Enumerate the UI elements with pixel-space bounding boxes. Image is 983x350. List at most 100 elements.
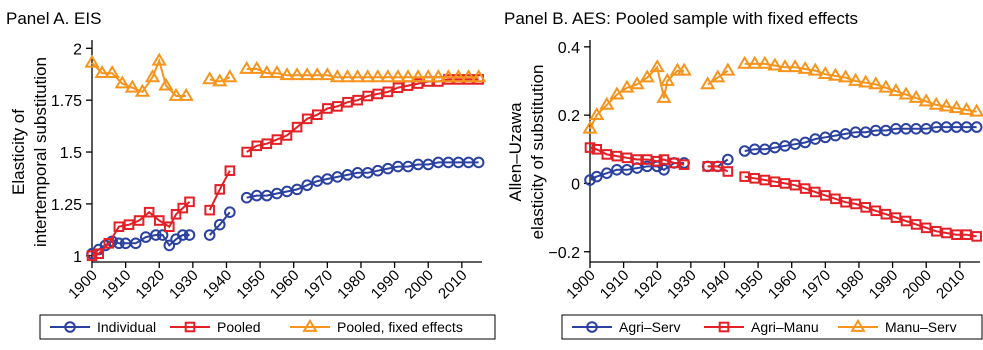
x-tick-label: 2010	[435, 267, 471, 303]
data-point	[86, 250, 98, 262]
x-tick-label: 1970	[301, 267, 337, 303]
data-point	[339, 69, 356, 83]
data-point	[830, 193, 841, 205]
data-point	[94, 65, 110, 79]
x-tick-label: 1920	[630, 267, 666, 303]
data-point	[712, 161, 724, 172]
data-point	[820, 190, 831, 201]
panel-a-legend: Individual Pooled Pooled, fixed effects	[39, 314, 496, 340]
panel-b-legend: Agri–Serv Agri–Manu Manu–Serv	[561, 314, 983, 340]
data-point	[329, 69, 346, 83]
data-point	[807, 62, 823, 76]
data-point	[420, 69, 436, 83]
data-point	[143, 206, 155, 218]
data-point	[739, 171, 750, 182]
data-point	[651, 155, 663, 167]
data-point	[472, 156, 485, 169]
data-point	[251, 140, 263, 152]
data-point	[868, 76, 884, 90]
data-point	[291, 183, 303, 196]
data-point	[951, 229, 962, 240]
y-tick-label: 0.2	[558, 108, 580, 125]
data-point	[930, 225, 942, 237]
legend-swatch-marker	[64, 321, 76, 333]
data-point	[271, 134, 283, 145]
data-point	[941, 227, 952, 239]
x-tick-label: 1910	[597, 267, 633, 303]
data-point	[898, 86, 914, 100]
x-tick-label: 1960	[267, 267, 303, 303]
data-point	[619, 79, 635, 93]
x-tick-label: 1900	[563, 267, 599, 303]
data-point	[757, 55, 773, 69]
data-point	[656, 89, 672, 103]
series-pooled	[86, 74, 484, 262]
data-point	[722, 166, 734, 177]
data-point	[961, 229, 972, 240]
x-tick-label: 1960	[765, 267, 801, 303]
data-point	[158, 77, 174, 91]
panel-a: Panel A. EIS Elasticity of intertemporal…	[6, 9, 496, 340]
data-point	[259, 65, 275, 79]
x-tick-label: 1990	[368, 267, 404, 303]
legend-label: Agri–Serv	[619, 319, 680, 335]
y-tick-label: 1	[73, 249, 82, 266]
data-point	[611, 150, 623, 162]
data-point	[700, 76, 716, 90]
data-point	[658, 154, 670, 165]
data-point	[412, 78, 424, 89]
data-point	[222, 69, 238, 83]
data-point	[948, 100, 965, 114]
panel-a-ylabel-line-1: Elasticity of	[9, 109, 28, 195]
data-point	[676, 62, 692, 76]
data-point	[170, 208, 182, 220]
y-tick-label: 2	[73, 41, 82, 58]
data-point	[590, 170, 603, 183]
data-point	[749, 173, 761, 184]
data-point	[971, 231, 982, 242]
legend-swatch-marker	[184, 321, 196, 333]
data-point	[124, 79, 140, 93]
data-point	[299, 67, 315, 81]
data-point	[342, 96, 353, 108]
data-point	[178, 87, 194, 101]
data-point	[747, 55, 763, 69]
data-point	[319, 67, 335, 81]
x-tick-label: 1970	[799, 267, 835, 303]
panel-b-ylabel-line-1: Allen–Uzawa	[506, 102, 525, 202]
data-point	[204, 204, 215, 216]
series-individual	[86, 156, 485, 260]
data-point	[212, 73, 228, 87]
x-tick-label: 1940	[200, 267, 236, 303]
x-tick-label: 1920	[132, 267, 168, 303]
data-point	[609, 86, 625, 100]
data-point	[797, 60, 813, 74]
data-point	[134, 83, 151, 97]
legend-label: Pooled	[217, 319, 261, 335]
data-point	[702, 161, 713, 172]
series-manu-serv	[582, 55, 983, 134]
x-tick-label: 1900	[65, 267, 101, 303]
x-tick-label: 1910	[99, 267, 135, 303]
data-point	[837, 69, 854, 83]
data-point	[840, 196, 851, 208]
data-point	[183, 229, 196, 241]
data-point	[269, 65, 285, 79]
data-point	[969, 103, 983, 117]
data-point	[910, 219, 922, 230]
data-point	[599, 96, 615, 110]
series-line	[208, 170, 231, 211]
data-point	[129, 237, 142, 250]
data-point	[440, 69, 457, 83]
data-point	[332, 101, 343, 112]
data-point	[958, 101, 975, 115]
data-point	[203, 229, 216, 241]
data-point	[392, 82, 404, 94]
data-point	[641, 154, 653, 165]
data-point	[779, 178, 791, 189]
data-point	[582, 120, 598, 134]
series-pooled-fixed-effects	[84, 52, 487, 101]
series-line	[246, 68, 479, 79]
data-point	[213, 218, 226, 231]
